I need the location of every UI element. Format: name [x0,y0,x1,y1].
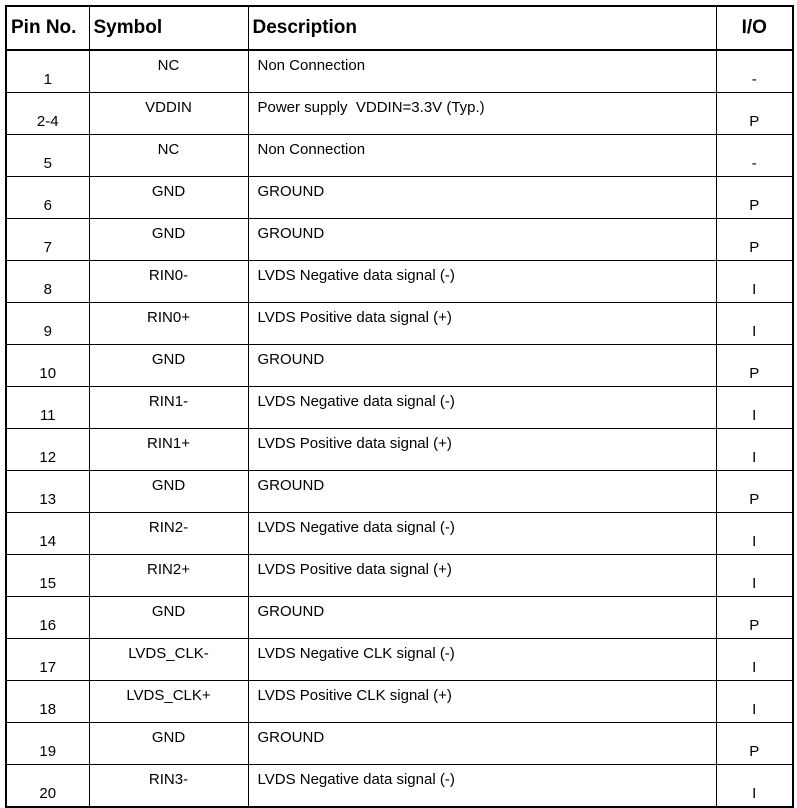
table-row: 16 GND GROUND P [5,596,794,639]
table-row: 20 RIN3- LVDS Negative data signal (-) I [5,764,794,808]
header-row: Pin No. Symbol Description I/O [5,5,794,51]
pin-table: Pin No. Symbol Description I/O 1 NC Non Conne… [5,5,794,808]
table-row: 19 GND GROUND P [5,722,794,765]
table-cell: RIN2+ [88,554,249,597]
table-cell: I [715,428,794,471]
table-row: 17 LVDS_CLK- LVDS Negative CLK signal (-) I [5,638,794,681]
table-cell: LVDS Positive data signal (+) [247,302,717,345]
table-cell: 2-4 [5,92,90,135]
table-cell: RIN2- [88,512,249,555]
table-cell: LVDS Positive data signal (+) [247,554,717,597]
table-body: 1 NC Non Connection -2-4 VDDIN Power supply V… [5,49,794,808]
table-cell: GND [88,596,249,639]
table-row: 2-4 VDDIN Power supply VDDIN=3.3V (Typ.) P [5,92,794,135]
table-cell: Power supply VDDIN=3.3V (Typ.) [247,92,717,135]
table-cell: LVDS Negative data signal (-) [247,764,717,808]
table-row: 1 NC Non Connection - [5,49,794,93]
table-cell: 15 [5,554,90,597]
table-cell: I [715,512,794,555]
table-row: 6 GND GROUND P [5,176,794,219]
table-cell: LVDS_CLK- [88,638,249,681]
table-cell: 10 [5,344,90,387]
table-row: 14 RIN2- LVDS Negative data signal (-) I [5,512,794,555]
table-row: 18 LVDS_CLK+ LVDS Positive CLK signal (+) I [5,680,794,723]
table-cell: P [715,218,794,261]
table-row: 11 RIN1- LVDS Negative data signal (-) I [5,386,794,429]
table-row: 13 GND GROUND P [5,470,794,513]
table-cell: GND [88,470,249,513]
header-cell: Pin No. [5,5,90,51]
table-cell: RIN0- [88,260,249,303]
header-cell: Description [247,5,717,51]
table-row: 15 RIN2+ LVDS Positive data signal (+) I [5,554,794,597]
table-cell: GND [88,218,249,261]
table-cell: 5 [5,134,90,177]
header-cell: Symbol [88,5,249,51]
table-cell: GND [88,722,249,765]
table-cell: RIN3- [88,764,249,808]
table-cell: 14 [5,512,90,555]
table-cell: GND [88,176,249,219]
table-cell: I [715,386,794,429]
table-cell: - [715,134,794,177]
header-cell: I/O [715,5,794,51]
table-cell: P [715,92,794,135]
table-cell: 12 [5,428,90,471]
table-cell: P [715,722,794,765]
table-cell: GROUND [247,218,717,261]
table-cell: I [715,680,794,723]
table-cell: 11 [5,386,90,429]
table-cell: 18 [5,680,90,723]
table-cell: P [715,344,794,387]
table-cell: 6 [5,176,90,219]
table-cell: - [715,49,794,93]
table-cell: LVDS Negative data signal (-) [247,386,717,429]
table-cell: 20 [5,764,90,808]
table-cell: 8 [5,260,90,303]
table-cell: GROUND [247,176,717,219]
table-cell: GROUND [247,344,717,387]
table-cell: GROUND [247,596,717,639]
table-cell: 9 [5,302,90,345]
table-cell: P [715,176,794,219]
table-row: 9 RIN0+ LVDS Positive data signal (+) I [5,302,794,345]
table-cell: 19 [5,722,90,765]
table-cell: LVDS_CLK+ [88,680,249,723]
table-cell: P [715,596,794,639]
table-row: 10 GND GROUND P [5,344,794,387]
table-cell: GROUND [247,722,717,765]
table-cell: P [715,470,794,513]
table-cell: RIN1- [88,386,249,429]
table-row: 8 RIN0- LVDS Negative data signal (-) I [5,260,794,303]
table-cell: NC [88,134,249,177]
table-row: 5 NC Non Connection - [5,134,794,177]
table-cell: I [715,764,794,808]
table-cell: GROUND [247,470,717,513]
table-cell: 17 [5,638,90,681]
table-cell: Non Connection [247,134,717,177]
table-cell: I [715,302,794,345]
table-cell: GND [88,344,249,387]
table-row: 7 GND GROUND P [5,218,794,261]
table-cell: LVDS Positive CLK signal (+) [247,680,717,723]
table-cell: I [715,260,794,303]
table-cell: Non Connection [247,49,717,93]
table-cell: LVDS Negative data signal (-) [247,512,717,555]
table-cell: VDDIN [88,92,249,135]
table-cell: 7 [5,218,90,261]
page: Pin No. Symbol Description I/O 1 NC Non Conne… [5,5,794,808]
table-cell: LVDS Positive data signal (+) [247,428,717,471]
table-cell: 16 [5,596,90,639]
table-cell: RIN1+ [88,428,249,471]
table-cell: NC [88,49,249,93]
table-cell: RIN0+ [88,302,249,345]
table-cell: LVDS Negative CLK signal (-) [247,638,717,681]
table-cell: I [715,638,794,681]
table-cell: 1 [5,49,90,93]
table-cell: LVDS Negative data signal (-) [247,260,717,303]
table-cell: 13 [5,470,90,513]
table-cell: I [715,554,794,597]
table-row: 12 RIN1+ LVDS Positive data signal (+) I [5,428,794,471]
